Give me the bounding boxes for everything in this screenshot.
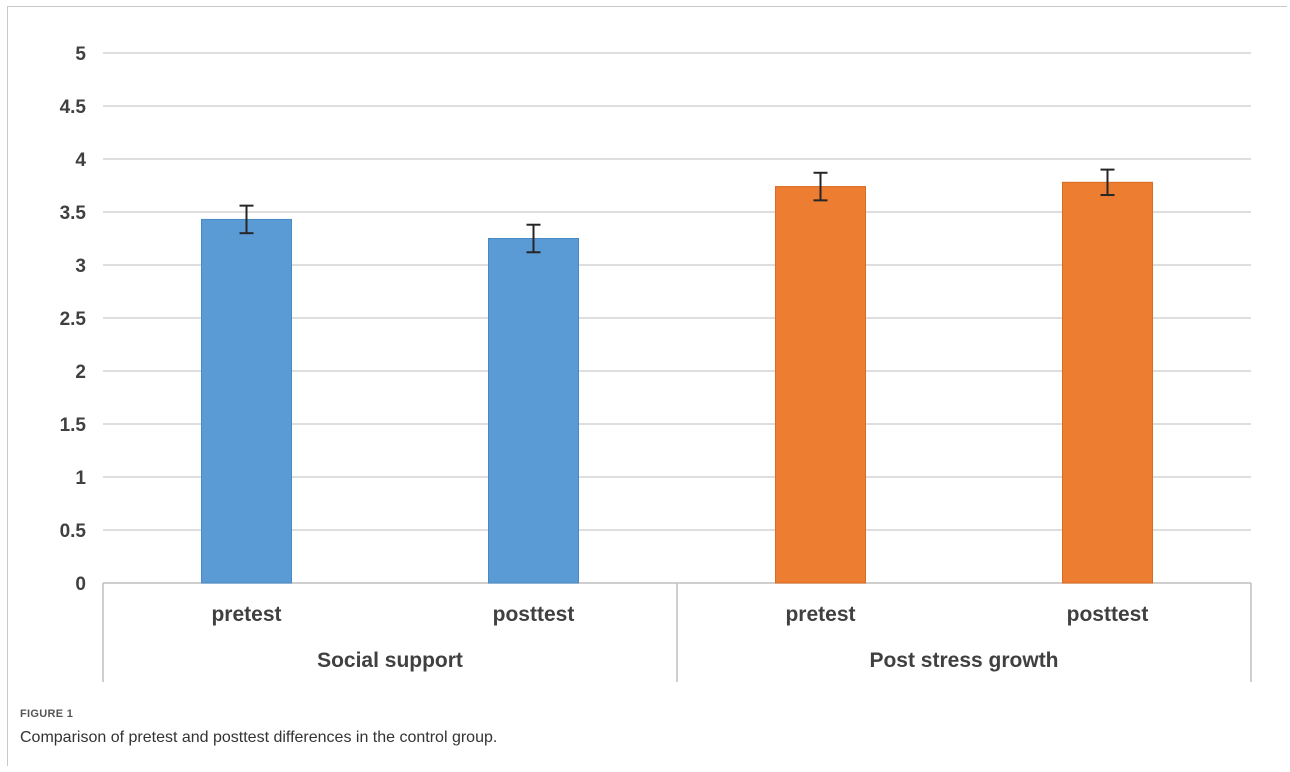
y-tick-label: 2 [75, 362, 86, 383]
figure-label: FIGURE 1 [20, 708, 74, 720]
bar-chart: 0 0.5 1 1.5 2 2.5 3 3.5 4 4.5 5 pretest posttest Soci… [60, 44, 1252, 682]
x-category-label: pretest [211, 603, 281, 626]
x-group-label: Post stress growth [869, 649, 1058, 672]
bar [1062, 181, 1153, 584]
y-tick-label: 3.5 [60, 203, 87, 224]
y-tick-label: 0 [75, 574, 86, 595]
x-category-label: posttest [1067, 603, 1149, 626]
figure-frame [7, 6, 1287, 766]
bar [201, 218, 292, 584]
y-tick-label: 0.5 [60, 521, 87, 542]
y-tick-label: 4 [75, 150, 86, 171]
x-group-label: Social support [317, 649, 463, 672]
figure-caption: Comparison of pretest and posttest diffe… [20, 729, 498, 746]
y-tick-label: 1.5 [60, 415, 87, 436]
y-tick-label: 2.5 [60, 309, 87, 330]
y-tick-label: 4.5 [60, 97, 87, 118]
x-category-label: posttest [493, 603, 575, 626]
y-tick-label: 5 [75, 44, 86, 65]
bar [775, 186, 866, 584]
y-tick-label: 1 [75, 468, 86, 489]
x-category-label: pretest [785, 603, 855, 626]
y-tick-label: 3 [75, 256, 86, 277]
bar [488, 238, 579, 584]
